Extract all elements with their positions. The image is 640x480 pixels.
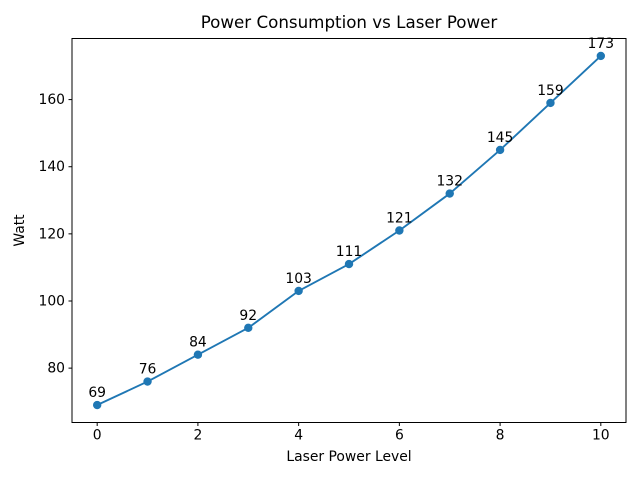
y-tick-label: 160 [38,92,65,108]
y-tick-label: 120 [38,226,65,242]
y-tick-label: 140 [38,159,65,175]
data-point-marker [244,323,253,333]
x-axis-label: Laser Power Level [286,449,411,465]
y-tick-label: 100 [38,293,65,309]
data-point-labels: 69 76 84 92 103 111 121 132 145 159 173 [88,36,614,401]
axes-spines [71,38,627,423]
x-tick-label: 4 [294,428,303,444]
plot-area: 0 2 4 6 8 10 80 100 120 140 160 69 76 84 92 103 111 121 13… [38,36,627,444]
x-axis-ticks: 0 2 4 6 8 10 [93,422,610,444]
data-point-label: 84 [189,335,207,351]
y-axis-label: Watt [12,214,28,247]
x-tick-label: 8 [496,428,505,444]
data-point-label: 145 [487,130,514,146]
data-point-label: 111 [336,244,363,260]
data-point-label: 173 [588,36,615,52]
data-point-marker [92,400,102,410]
data-point-marker [596,51,606,61]
data-point-label: 121 [386,211,413,227]
data-point-marker [495,145,505,155]
data-point-marker [546,98,555,108]
data-point-label: 76 [139,362,157,378]
chart-title: Power Consumption vs Laser Power [201,12,498,32]
data-point-marker [344,259,354,269]
data-point-label: 92 [239,308,257,324]
y-axis-ticks: 80 100 120 140 160 [38,92,72,377]
data-point-marker [193,350,203,359]
data-series-line [96,55,602,406]
data-point-label: 159 [537,83,564,99]
data-point-label: 69 [88,385,106,401]
y-tick-label: 80 [47,361,65,377]
data-point-label: 132 [436,174,463,190]
data-point-marker [294,286,303,296]
x-tick-label: 2 [193,428,202,444]
data-point-markers [92,51,606,410]
data-point-marker [395,226,404,235]
data-point-marker [143,377,152,386]
x-tick-label: 10 [592,428,610,444]
x-tick-label: 0 [93,428,102,444]
data-point-label: 103 [285,271,312,287]
data-point-marker [445,189,454,198]
x-tick-label: 6 [395,428,404,444]
